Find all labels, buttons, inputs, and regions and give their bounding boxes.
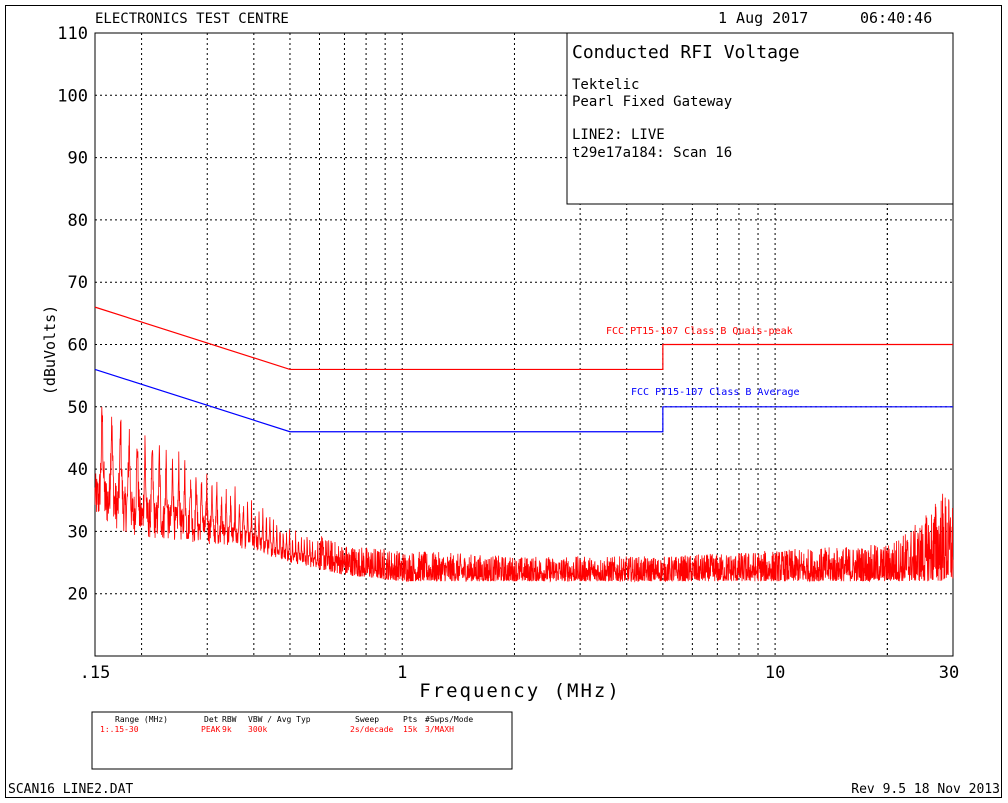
settings-header-vbw: VBW / Avg Typ xyxy=(248,715,311,724)
info-scan: t29e17a184: Scan 16 xyxy=(572,145,732,161)
settings-value-vbw: 300k xyxy=(248,725,267,734)
settings-header-pts: Pts xyxy=(403,715,418,724)
settings-header-det: Det xyxy=(204,715,219,724)
settings-value-sweep: 2s/decade xyxy=(350,725,394,734)
footer-file: SCAN16 LINE2.DAT xyxy=(8,782,133,797)
y-tick-label: 80 xyxy=(68,211,88,231)
settings-value-swps: 3/MAXH xyxy=(425,725,454,734)
report-frame xyxy=(5,5,1002,798)
settings-box xyxy=(91,711,513,770)
footer-rev: Rev 9.5 18 Nov 2013 xyxy=(851,782,1000,797)
scan-trace xyxy=(94,406,954,583)
settings-header-range: Range (MHz) xyxy=(115,715,168,724)
lab-name: ELECTRONICS TEST CENTRE xyxy=(95,11,289,27)
x-axis-label: Frequency (MHz) xyxy=(419,680,621,702)
y-tick-label: 90 xyxy=(68,149,88,169)
y-tick-label: 70 xyxy=(68,273,88,293)
x-tick-label: 10 xyxy=(765,663,785,683)
y-tick-label: 30 xyxy=(68,522,88,542)
settings-header-rbw: RBW xyxy=(222,715,237,724)
y-tick-label: 110 xyxy=(57,24,88,44)
average-limit-label: FCC PT15-107 Class B Average xyxy=(631,387,800,398)
test-date: 1 Aug 2017 xyxy=(718,9,808,27)
settings-value-pts: 15k xyxy=(403,725,418,734)
y-tick-label: 60 xyxy=(68,336,88,356)
settings-header-sweep: Sweep xyxy=(355,715,379,724)
info-company: Tektelic xyxy=(572,77,639,93)
series-group xyxy=(94,306,954,583)
settings-value-range: 1:.15-30 xyxy=(100,725,139,734)
quasi-peak-limit-label: FCC PT15-107 Class B Quais-peak xyxy=(606,326,793,337)
settings-header-swps: #Swps/Mode xyxy=(425,715,473,724)
y-tick-label: 40 xyxy=(68,460,88,480)
info-product: Pearl Fixed Gateway xyxy=(572,94,732,110)
y-tick-label: 50 xyxy=(68,398,88,418)
quasi-peak-limit-line xyxy=(94,306,953,371)
info-box xyxy=(566,32,954,205)
settings-value-rbw: 9k xyxy=(222,725,232,734)
average-limit-line xyxy=(94,368,953,433)
limit-labels: FCC PT15-107 Class B Quais-peak FCC PT15-… xyxy=(606,326,800,398)
chart-title: Conducted RFI Voltage xyxy=(572,42,800,63)
y-tick-label: 20 xyxy=(68,585,88,605)
info-line: LINE2: LIVE xyxy=(572,127,665,143)
x-tick-label: .15 xyxy=(80,663,111,683)
y-tick-label: 100 xyxy=(57,86,88,106)
settings-value-det: PEAK xyxy=(201,725,220,734)
x-tick-label: 30 xyxy=(939,663,959,683)
y-axis-label: (dBuVolts) xyxy=(41,305,59,395)
y-tick-labels: 20 30 40 50 60 70 80 90 100 110 xyxy=(57,24,88,605)
x-tick-label: 1 xyxy=(397,663,407,683)
test-time: 06:40:46 xyxy=(860,9,932,27)
x-tick-labels: .15 1 10 30 xyxy=(80,663,960,683)
